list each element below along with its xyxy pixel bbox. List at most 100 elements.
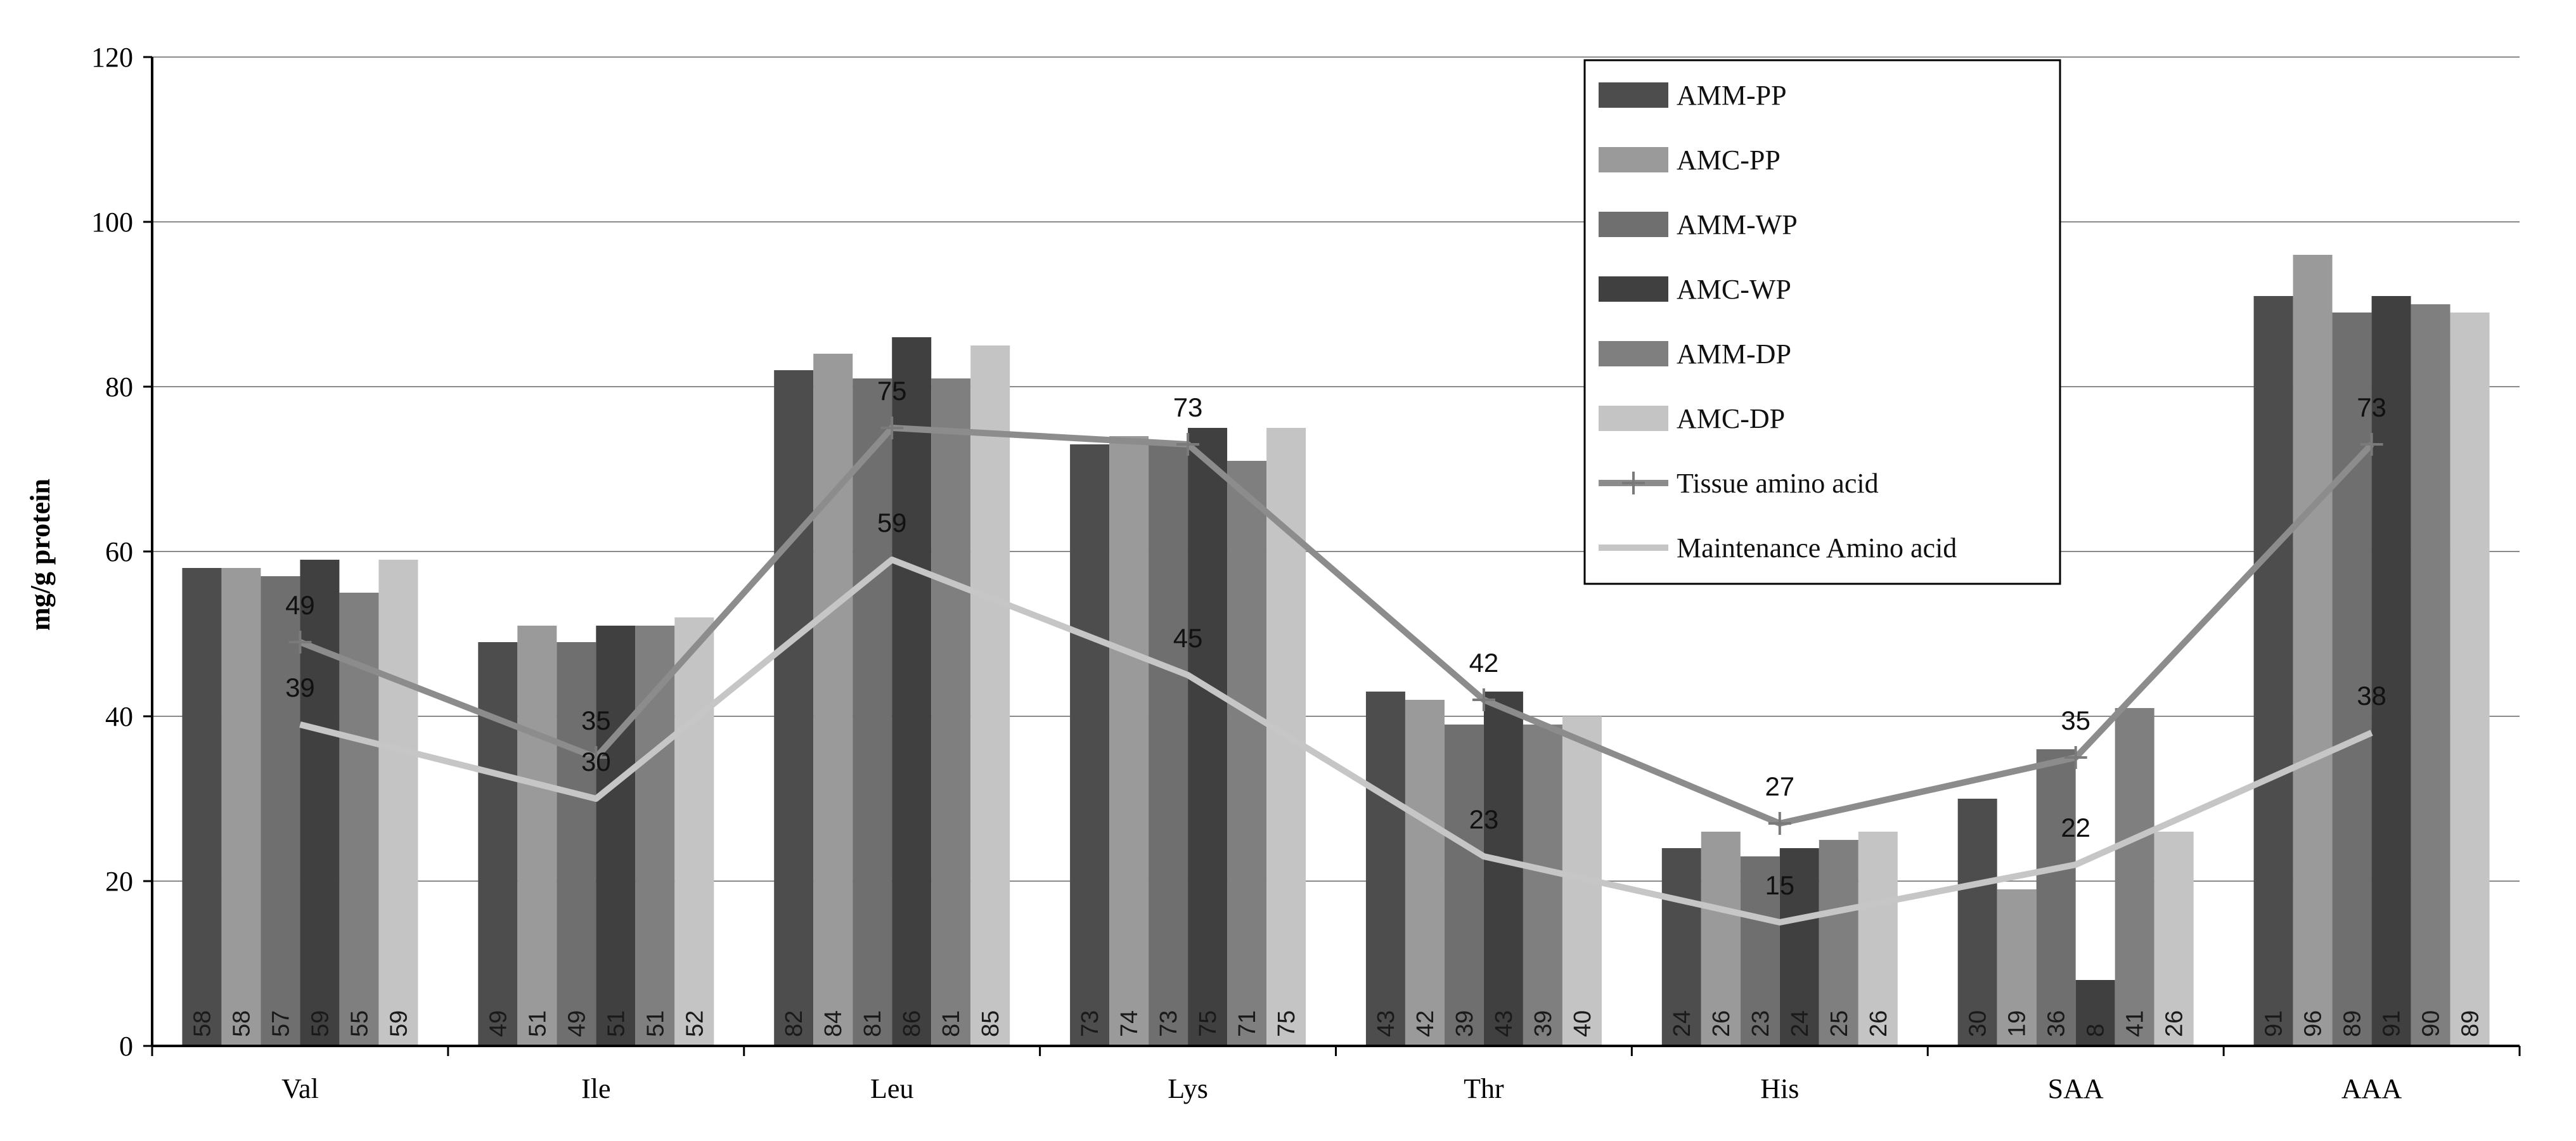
bar	[517, 626, 557, 1046]
bar	[2253, 296, 2293, 1046]
bar	[596, 626, 636, 1046]
bar-data-label: 91	[2379, 1010, 2405, 1037]
x-tick-label: His	[1760, 1073, 1799, 1104]
bar	[2450, 313, 2490, 1046]
bar-data-label: 59	[307, 1010, 333, 1037]
legend-swatch	[1599, 82, 1668, 108]
bar	[261, 576, 300, 1046]
bar	[813, 354, 853, 1046]
bar-data-label: 86	[899, 1010, 925, 1037]
bar-data-label: 43	[1491, 1010, 1517, 1037]
bar-data-labels: 58 49 82 73 43 24 30 91 58 51 84 74 42 26 19 96 57 49 81 73…	[189, 1010, 2483, 1037]
bar-data-label: 40	[1569, 1010, 1596, 1037]
bar	[1819, 840, 1858, 1046]
bar-data-label: 58	[189, 1010, 216, 1037]
bar-data-label: 24	[1787, 1010, 1813, 1037]
bar-data-label: 49	[564, 1010, 590, 1037]
legend-swatch	[1599, 341, 1668, 366]
bar-data-label: 91	[2261, 1010, 2288, 1037]
bar-data-label: 74	[1116, 1010, 1143, 1037]
bar	[1779, 848, 1819, 1046]
bar	[478, 642, 518, 1046]
legend-label: AMM-DP	[1677, 338, 1791, 370]
series-lines	[288, 416, 2383, 925]
bars	[182, 255, 2490, 1046]
bar	[221, 568, 261, 1046]
bar-data-label: 26	[1865, 1010, 1892, 1037]
line-data-label: 38	[2357, 681, 2386, 711]
line-data-label: 75	[877, 376, 907, 406]
series-line	[299, 425, 2374, 827]
legend-label: Maintenance Amino acid	[1677, 532, 1957, 564]
x-tick-label: Thr	[1464, 1073, 1504, 1104]
bar-data-label: 30	[1965, 1010, 1992, 1037]
bar-data-label: 89	[2340, 1010, 2366, 1037]
bar	[182, 568, 222, 1046]
line-data-label: 59	[877, 508, 907, 538]
line-data-label: 23	[1469, 804, 1499, 834]
line-data-label: 15	[1765, 870, 1794, 900]
line-data-label: 73	[1173, 392, 1203, 422]
bar	[1109, 436, 1149, 1046]
series-line	[299, 557, 2373, 925]
bar	[1070, 444, 1110, 1046]
bar	[378, 560, 418, 1046]
legend-label: AMC-PP	[1677, 145, 1781, 176]
bar	[1523, 725, 1562, 1046]
bar-data-label: 81	[860, 1010, 886, 1037]
bar	[1483, 692, 1523, 1046]
axes: 0 20 40 60 80 100 120 Val Ile Leu Lys Thr His SAA AAA	[91, 42, 2521, 1104]
bar-data-label: 26	[2161, 1010, 2188, 1037]
line-data-label: 39	[285, 673, 315, 702]
bar	[1957, 799, 1997, 1046]
bar-data-label: 84	[820, 1010, 847, 1037]
bar	[1405, 700, 1445, 1046]
bar	[2115, 708, 2154, 1046]
bar-data-label: 82	[781, 1010, 808, 1037]
legend-label: AMM-WP	[1677, 209, 1798, 240]
legend: AMM-PP AMC-PP AMM-WP AMC-WP AMM-DP AMC-DP Tiss…	[1583, 59, 2061, 585]
bar	[1365, 692, 1405, 1046]
bar-data-label: 51	[642, 1010, 669, 1037]
bar	[2036, 749, 2076, 1046]
legend-label: AMC-DP	[1677, 403, 1785, 434]
bar	[2154, 832, 2194, 1046]
x-tick-label: Lys	[1168, 1073, 1208, 1104]
x-tick-label: Ile	[581, 1073, 610, 1104]
bar	[1149, 444, 1188, 1046]
bar	[1858, 832, 1898, 1046]
bar	[674, 617, 714, 1046]
bar-data-label: 52	[681, 1010, 708, 1037]
line-data-label: 27	[1765, 771, 1794, 801]
legend-label: Tissue amino acid	[1677, 468, 1879, 499]
bar	[2293, 255, 2333, 1046]
bar-data-label: 51	[524, 1010, 551, 1037]
bar-data-label: 57	[267, 1010, 294, 1037]
bar-data-label: 19	[2004, 1010, 2031, 1037]
line-data-label: 45	[1173, 623, 1203, 653]
bar-data-label: 39	[1530, 1010, 1557, 1037]
bar	[970, 345, 1010, 1046]
bar-data-label: 59	[385, 1010, 412, 1037]
bar-data-label: 75	[1195, 1010, 1221, 1037]
bar-data-label: 73	[1156, 1010, 1182, 1037]
bar-data-label: 43	[1373, 1010, 1400, 1037]
bar-data-label: 24	[1669, 1010, 1696, 1037]
bar-data-label: 96	[2300, 1010, 2327, 1037]
line-data-label: 30	[581, 747, 611, 777]
bar	[1188, 428, 1228, 1046]
bar	[2411, 304, 2450, 1046]
line-data-label: 73	[2357, 392, 2386, 422]
bar-data-label: 39	[1452, 1010, 1478, 1037]
bar-data-label: 8	[2083, 1024, 2109, 1037]
legend-swatch	[1599, 147, 1668, 172]
bar	[774, 370, 814, 1046]
bar	[1444, 725, 1484, 1046]
bar	[931, 378, 971, 1046]
legend-swatch	[1599, 212, 1668, 237]
line-data-label: 49	[285, 590, 315, 620]
bar	[1227, 461, 1267, 1046]
bar-data-label: 71	[1234, 1010, 1261, 1037]
bar	[2332, 313, 2372, 1046]
